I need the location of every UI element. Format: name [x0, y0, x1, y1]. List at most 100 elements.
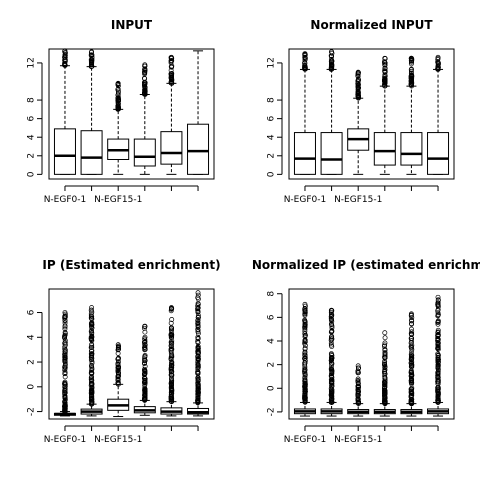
y-tick-label: 12	[267, 57, 277, 68]
upper-outlier	[408, 340, 414, 346]
panel-normalized-ip: Normalized IP (estimated enrichme -2 0 2 4 6…	[252, 258, 480, 445]
upper-outlier	[435, 399, 441, 405]
upper-outlier	[195, 323, 201, 329]
y-tick-label: 2	[27, 153, 37, 159]
upper-outlier	[195, 365, 201, 371]
box-4	[133, 323, 156, 416]
box-2	[320, 49, 343, 175]
upper-outlier	[88, 348, 94, 354]
upper-outlier	[382, 379, 387, 385]
x-tick-label: N-EGF15-1	[334, 195, 382, 205]
upper-outlier-extreme	[195, 290, 201, 296]
upper-outlier	[62, 383, 68, 389]
upper-outlier	[142, 368, 148, 374]
upper-outlier	[62, 335, 68, 340]
upper-outlier	[142, 329, 148, 335]
y-tick-label: 4	[27, 134, 37, 140]
upper-outlier	[195, 357, 201, 363]
upper-outlier	[382, 335, 388, 341]
upper-outlier	[142, 378, 148, 384]
box-iqr	[53, 128, 76, 175]
upper-outlier	[195, 345, 201, 351]
upper-outlier	[88, 370, 94, 375]
upper-outlier	[302, 374, 308, 380]
upper-outlier	[435, 340, 441, 346]
upper-outlier	[355, 388, 361, 394]
upper-outlier	[409, 362, 415, 368]
upper-outlier	[329, 313, 335, 319]
upper-outlier	[169, 353, 175, 358]
upper-outlier	[62, 388, 68, 394]
upper-outlier	[195, 326, 201, 332]
box-3	[347, 69, 370, 175]
upper-outlier	[142, 91, 148, 97]
upper-outlier	[168, 343, 174, 349]
upper-outlier	[62, 391, 68, 397]
upper-outlier	[382, 371, 388, 376]
upper-outlier	[116, 364, 121, 370]
upper-outlier	[328, 334, 334, 340]
upper-outlier	[88, 363, 94, 369]
upper-outlier	[355, 93, 361, 98]
upper-outlier	[329, 368, 335, 373]
x-tick-label: N-EGF0-1	[284, 435, 327, 445]
upper-outlier	[89, 341, 95, 347]
upper-outlier	[355, 378, 361, 384]
upper-outlier	[168, 369, 174, 375]
upper-outlier	[195, 308, 201, 314]
upper-outlier	[382, 362, 388, 368]
box-3	[107, 342, 130, 418]
upper-outlier	[435, 398, 441, 404]
upper-outlier	[435, 300, 441, 306]
upper-outlier	[89, 389, 95, 395]
panel-normalized-input: Normalized INPUT 0 2 4 6 8 12 N-EGF0-1 N-EGF15-…	[267, 18, 455, 205]
upper-outlier	[329, 328, 335, 334]
upper-outlier	[435, 385, 441, 391]
upper-outlier	[435, 332, 441, 338]
panel-title: INPUT	[111, 18, 153, 32]
upper-outlier	[329, 383, 335, 389]
upper-outlier	[142, 334, 148, 340]
upper-outlier-extreme	[62, 310, 68, 315]
upper-outlier	[169, 76, 175, 82]
box-iqr	[293, 132, 316, 175]
upper-outlier	[142, 80, 148, 85]
upper-outlier	[62, 349, 68, 355]
panel-title: Normalized INPUT	[310, 18, 433, 32]
upper-outlier	[142, 353, 148, 358]
upper-outlier	[435, 59, 441, 65]
upper-outlier	[302, 311, 308, 317]
box-iqr	[133, 138, 156, 167]
upper-outlier	[62, 318, 68, 324]
upper-outlier	[168, 335, 174, 340]
upper-outlier	[62, 394, 68, 400]
upper-outlier	[409, 318, 415, 324]
upper-outlier	[302, 355, 308, 361]
upper-outlier	[329, 389, 335, 394]
upper-outlier	[435, 377, 441, 383]
y-tick-label: 6	[27, 116, 37, 122]
upper-outlier	[382, 379, 388, 385]
upper-outlier	[89, 343, 95, 349]
upper-outlier	[409, 66, 414, 72]
upper-outlier	[62, 323, 68, 329]
upper-outlier	[62, 408, 68, 414]
upper-outlier	[408, 370, 414, 376]
upper-outlier	[62, 344, 68, 350]
upper-outlier	[382, 369, 387, 374]
upper-outlier	[89, 360, 95, 366]
upper-outlier	[355, 396, 361, 402]
upper-outlier	[329, 399, 335, 405]
upper-outlier	[62, 403, 68, 409]
upper-outlier	[89, 316, 95, 322]
upper-outlier	[435, 357, 441, 363]
upper-outlier	[195, 336, 201, 342]
upper-outlier	[435, 310, 441, 316]
upper-outlier	[195, 397, 201, 403]
upper-outlier	[408, 386, 414, 392]
upper-outlier	[169, 372, 175, 378]
y-tick-label: -2	[267, 407, 277, 416]
upper-outlier	[435, 327, 441, 333]
upper-outlier	[435, 397, 441, 403]
upper-outlier-extreme	[355, 69, 361, 75]
